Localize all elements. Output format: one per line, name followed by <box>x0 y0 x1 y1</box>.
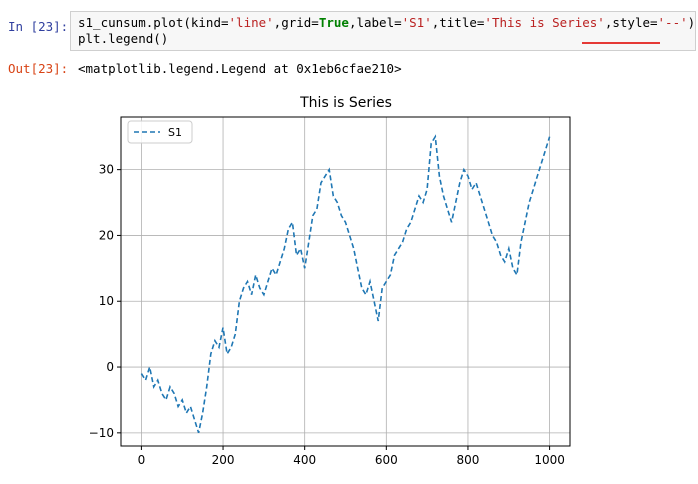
x-tick-label: 800 <box>457 453 480 467</box>
output-prompt: Out[23]: <box>8 61 69 76</box>
code-text[interactable]: s1_cunsum.plot(kind='line',grid=True,lab… <box>78 15 695 47</box>
code-label-arg: ,label= <box>348 15 402 30</box>
code-call: s1_cunsum.plot(kind= <box>78 15 229 30</box>
code-title-arg: ,title= <box>431 15 485 30</box>
code-true-keyword: True <box>318 15 349 30</box>
output-text: <matplotlib.legend.Legend at 0x1eb6cfae2… <box>78 61 402 76</box>
x-tick-label: 200 <box>212 453 235 467</box>
code-close-paren: ) <box>687 15 696 30</box>
code-style-arg: ,style= <box>604 15 658 30</box>
y-tick-label: 30 <box>99 163 114 177</box>
x-tick-label: 400 <box>293 453 316 467</box>
y-tick-label: 0 <box>106 360 114 374</box>
chart-title: This is Series <box>299 95 392 111</box>
code-title-string: 'This is Series' <box>484 15 605 30</box>
legend: S1 <box>127 120 193 144</box>
y-tick-label: 20 <box>99 228 114 242</box>
code-line-legend: plt.legend() <box>78 31 169 46</box>
input-prompt: In [23]: <box>8 19 69 34</box>
code-grid-arg: ,grid= <box>273 15 319 30</box>
code-style-string: '--' <box>657 15 688 30</box>
series-line-s1 <box>140 134 551 434</box>
axes-frame <box>120 116 571 447</box>
legend-label: S1 <box>168 126 182 139</box>
x-tick-label: 1000 <box>534 453 565 467</box>
x-tick-label: 0 <box>138 453 146 467</box>
y-tick-label: 10 <box>99 294 114 308</box>
x-tick-label: 600 <box>375 453 398 467</box>
y-tick-label: −10 <box>89 426 114 440</box>
code-cell[interactable] <box>70 11 696 51</box>
code-label-string: 'S1' <box>401 15 432 30</box>
red-underline <box>582 42 660 44</box>
code-kind-string: 'line' <box>228 15 274 30</box>
